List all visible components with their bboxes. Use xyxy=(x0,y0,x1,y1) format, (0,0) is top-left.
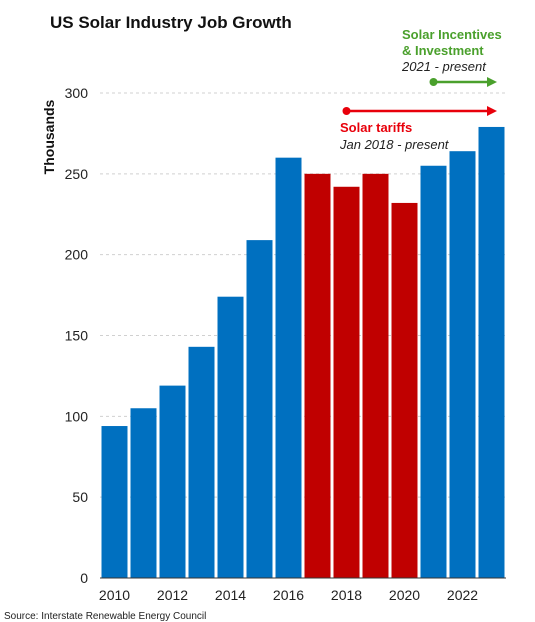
y-tick-label: 300 xyxy=(65,85,89,101)
x-tick-label: 2010 xyxy=(99,587,130,603)
y-tick-label: 0 xyxy=(80,570,88,586)
y-tick-label: 150 xyxy=(65,328,89,344)
bar-2016 xyxy=(275,157,302,578)
incentives-arrow-head xyxy=(487,77,497,87)
y-ticks: 0 50 100 150 200 250 300 xyxy=(65,85,89,586)
bar-2020 xyxy=(391,202,418,578)
tariffs-annotation: Solar tariffs Jan 2018 - present xyxy=(339,106,497,152)
y-tick-label: 50 xyxy=(72,489,88,505)
incentives-annotation: Solar Incentives & Investment 2021 - pre… xyxy=(401,27,502,87)
y-tick-label: 250 xyxy=(65,166,89,182)
bar-2011 xyxy=(130,408,157,578)
bar-2010 xyxy=(101,426,128,578)
incentives-label-line-2: & Investment xyxy=(402,43,484,58)
x-tick-label: 2012 xyxy=(157,587,188,603)
bar-2015 xyxy=(246,240,273,578)
bar-2021 xyxy=(420,165,447,578)
bar-2012 xyxy=(159,385,186,578)
incentives-period: 2021 - present xyxy=(401,59,487,74)
y-axis-label: Thousands xyxy=(41,99,57,174)
x-tick-label: 2018 xyxy=(331,587,362,603)
bar-2018 xyxy=(333,186,360,578)
bar-2017 xyxy=(304,173,331,579)
x-tick-label: 2016 xyxy=(273,587,304,603)
bar-2022 xyxy=(449,151,476,578)
bar-2014 xyxy=(217,296,244,578)
bar-2019 xyxy=(362,173,389,579)
x-tick-label: 2022 xyxy=(447,587,478,603)
x-ticks: 2010 2012 2014 2016 2018 2020 2022 xyxy=(99,587,478,603)
source-note: Source: Interstate Renewable Energy Coun… xyxy=(4,611,206,622)
bars xyxy=(101,126,505,579)
bar-2023 xyxy=(478,126,505,578)
chart-title: US Solar Industry Job Growth xyxy=(50,13,292,32)
incentives-label-line-1: Solar Incentives xyxy=(402,27,502,42)
y-tick-label: 100 xyxy=(65,408,89,424)
tariffs-arrow-head xyxy=(487,106,497,116)
tariffs-label: Solar tariffs xyxy=(340,120,412,135)
tariffs-period: Jan 2018 - present xyxy=(339,137,450,152)
x-tick-label: 2014 xyxy=(215,587,246,603)
y-tick-label: 200 xyxy=(65,247,89,263)
x-tick-label: 2020 xyxy=(389,587,420,603)
bar-2013 xyxy=(188,346,215,578)
